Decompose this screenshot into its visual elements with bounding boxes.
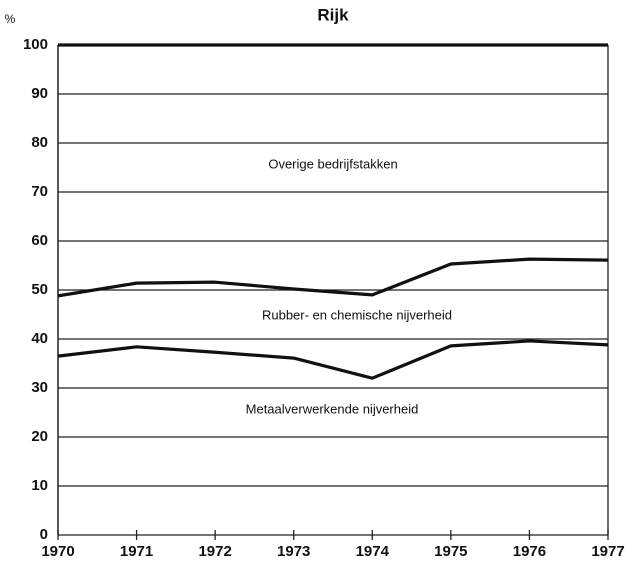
region-label: Overige bedrijfstakken [268, 156, 397, 171]
region-label: Rubber- en chemische nijverheid [262, 307, 452, 322]
x-tick-label: 1976 [513, 543, 546, 560]
series-line [57, 257, 609, 298]
y-tick-label: 50 [31, 281, 48, 298]
y-tick-label: 80 [31, 134, 48, 151]
region-label: Metaalverwerkende nijverheid [246, 401, 419, 416]
y-tick-label: 40 [31, 330, 48, 347]
x-tick-label: 1977 [591, 543, 624, 560]
y-tick-label: 60 [31, 232, 48, 249]
y-tick-label: 20 [31, 428, 48, 445]
x-tick-label: 1972 [198, 543, 231, 560]
x-tick-label: 1970 [41, 543, 74, 560]
y-tick-label: 0 [40, 526, 48, 543]
y-tick-label: 70 [31, 183, 48, 200]
y-tick-label: 30 [31, 379, 48, 396]
y-tick-label: 10 [31, 477, 48, 494]
x-tick-label: 1971 [120, 543, 153, 560]
x-tick-label: 1975 [434, 543, 467, 560]
y-tick-label: 90 [31, 85, 48, 102]
x-tick-label: 1974 [356, 543, 390, 560]
y-tick-label: 100 [23, 36, 48, 53]
x-tick-label: 1973 [277, 543, 310, 560]
chart-title: Rijk [317, 5, 349, 24]
y-axis-label: % [5, 12, 16, 26]
series-line [57, 339, 609, 380]
